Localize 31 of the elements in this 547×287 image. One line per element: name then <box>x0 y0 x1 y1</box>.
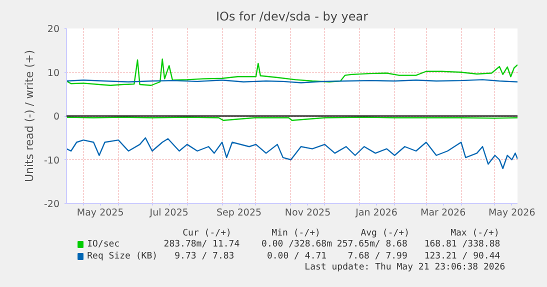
text: 0.00 / 4.71 <box>266 252 327 262</box>
line-series <box>66 58 518 86</box>
x-tick-label: Nov 2025 <box>284 208 331 218</box>
legend-label: Req Size (KB) <box>87 252 158 262</box>
text: 283.78m/ 11.74 <box>164 240 240 250</box>
text: 168.81 /338.88 <box>424 240 500 250</box>
y-tick-label: -10 <box>44 155 60 166</box>
x-tick-label: May 2026 <box>488 208 536 218</box>
x-tick-label: Sep 2025 <box>216 208 262 218</box>
line-series <box>66 137 518 170</box>
y-tick-label: 20 <box>47 24 60 35</box>
text: 9.73 / 7.83 <box>174 252 234 262</box>
x-tick-label: Jul 2025 <box>148 208 188 218</box>
x-tick-label: Jan 2026 <box>354 208 398 218</box>
text: 7.68 / 7.99 <box>348 252 408 262</box>
text: Avg (-/+) <box>360 228 410 238</box>
text: 257.65m/ 8.68 <box>336 240 408 250</box>
chart-title: IOs for /dev/sda - by year <box>216 10 368 24</box>
text: Min (-/+) <box>272 228 320 238</box>
y-axis-title: Units read (-) / write (+) <box>22 50 36 182</box>
text: 0.00 /328.68m <box>262 240 332 250</box>
text: Last update: Thu May 21 23:06:38 2026 <box>304 262 506 272</box>
legend-label: IO/sec <box>87 240 120 250</box>
text: Cur (-/+) <box>182 228 232 238</box>
text: Max (-/+) <box>450 228 500 238</box>
x-tick-label: May 2025 <box>76 208 124 218</box>
y-tick-label: -20 <box>44 199 60 210</box>
y-tick-label: 10 <box>47 68 60 79</box>
x-tick-label: Mar 2026 <box>420 208 466 218</box>
y-tick-label: 0 <box>53 112 60 122</box>
text: 123.21 / 90.44 <box>424 252 500 262</box>
